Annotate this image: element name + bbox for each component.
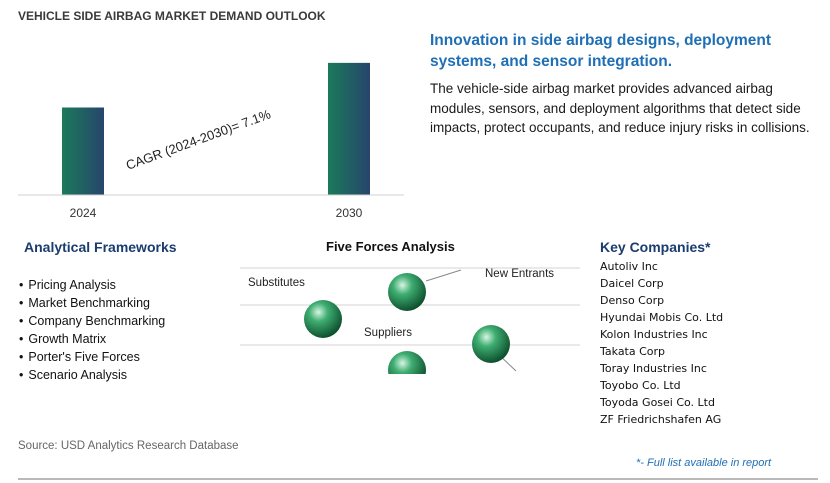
buyers-sphere [472,325,510,363]
frameworks-title: Analytical Frameworks [24,239,177,255]
company-item: Toyobo Co. Ltd [600,379,681,392]
bar-2024 [62,107,104,195]
framework-item: Porter's Five Forces [19,348,165,366]
page-title: VEHICLE SIDE AIRBAG MARKET DEMAND OUTLOO… [18,9,326,23]
key-companies-title: Key Companies* [600,239,711,255]
companies-list: Autoliv Inc Daicel Corp Denso Corp Hyund… [600,259,723,429]
full-list-footnote: *- Full list available in report [636,457,772,469]
bar-chart: 2024 2030 CAGR (2024-2030)= 7.1% [18,62,404,220]
market-description: The vehicle-side airbag market provides … [430,81,810,135]
framework-item: Scenario Analysis [19,366,165,384]
company-item: Takata Corp [600,345,666,358]
five-forces-graphic: Substitutes New Entrants Suppliers [240,267,580,374]
new-entrants-label: New Entrants [485,268,554,280]
rivalry-sphere [388,351,426,374]
substitutes-sphere [304,300,342,338]
substitutes-label: Substitutes [248,277,305,289]
x-tick-label: 2024 [70,206,97,220]
frameworks-list: Pricing Analysis Market Benchmarking Com… [19,276,165,384]
company-item: Daicel Corp [600,277,664,290]
framework-item: Company Benchmarking [19,312,165,330]
company-item: ZF Friedrichshafen AG [600,413,722,426]
cagr-annotation: CAGR (2024-2030)= 7.1% [124,106,273,173]
framework-item: Market Benchmarking [19,294,165,312]
company-item: Denso Corp [600,294,665,307]
source-note: Source: USD Analytics Research Database [18,440,239,452]
company-item: Autoliv Inc [600,260,658,273]
suppliers-label: Suppliers [364,327,412,339]
bottom-divider [18,478,818,480]
connector-line [425,269,462,282]
bar-2030 [328,62,370,195]
company-item: Toray Industries Inc [600,362,707,375]
framework-item: Growth Matrix [19,330,165,348]
company-item: Hyundai Mobis Co. Ltd [600,311,724,324]
headline: Innovation in side airbag designs, deplo… [430,32,772,70]
company-item: Kolon Industries Inc [600,328,708,341]
framework-item: Pricing Analysis [19,276,165,294]
five-forces-title: Five Forces Analysis [326,239,455,254]
new-entrants-sphere [388,273,426,311]
x-tick-label: 2030 [336,206,363,220]
company-item: Toyoda Gosei Co. Ltd [600,396,715,409]
